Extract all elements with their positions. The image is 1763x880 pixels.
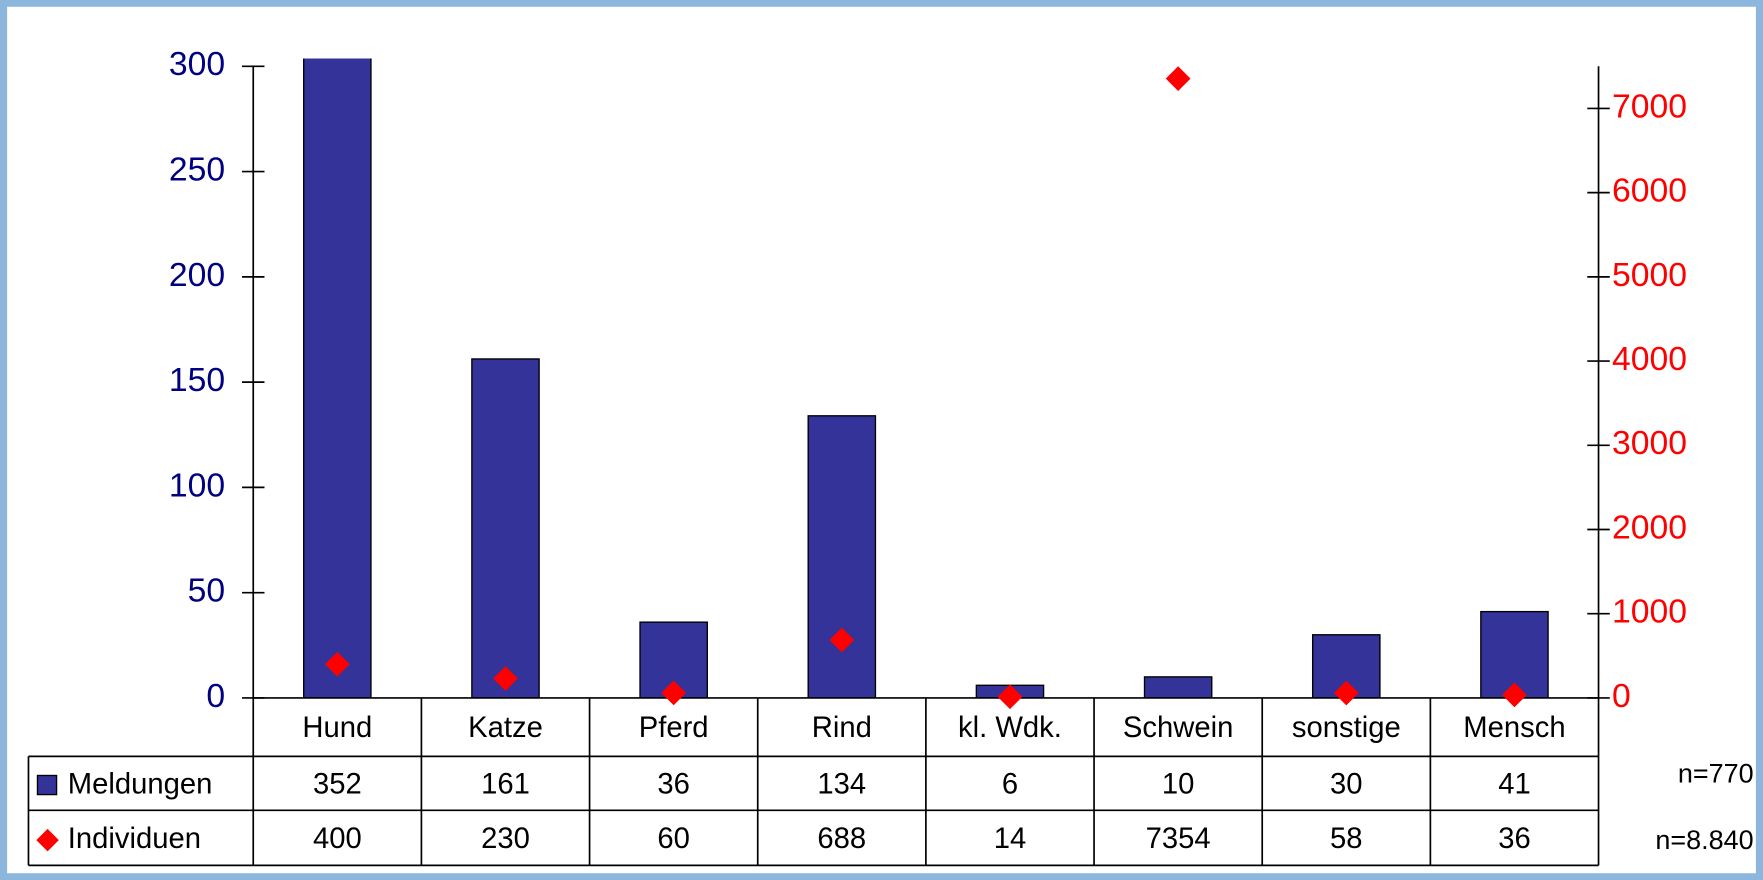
y-tick-label: 50 (188, 572, 226, 610)
table-cell: 10 (1162, 768, 1195, 800)
table-cell: 36 (657, 768, 690, 800)
table-cell: 230 (481, 823, 530, 855)
table-cell: 41 (1498, 768, 1531, 800)
y2-tick-label: 0 (1612, 677, 1631, 715)
marker (1165, 66, 1191, 91)
y2-tick-label: 4000 (1612, 340, 1687, 378)
marker (1333, 680, 1359, 706)
chart-background (7, 6, 1756, 874)
marker (324, 651, 350, 677)
y2-tick-label: 3000 (1612, 424, 1687, 462)
annotation: n=8.840 (1655, 825, 1753, 855)
table-cell: 688 (817, 823, 866, 855)
table-cell: 134 (817, 768, 866, 800)
y2-tick-label: 2000 (1612, 508, 1687, 546)
category-label: Schwein (1123, 712, 1233, 744)
y2-tick-label: 1000 (1612, 593, 1687, 631)
y-tick-label: 100 (169, 466, 225, 504)
category-label: sonstige (1292, 712, 1401, 744)
table-cell: 6 (1002, 768, 1018, 800)
table-cell: 60 (657, 823, 690, 855)
plot-area (303, 58, 1549, 698)
marker (997, 684, 1023, 710)
marker (1502, 682, 1527, 708)
bar (807, 415, 877, 698)
table-cell: 30 (1330, 768, 1363, 800)
legend-key (36, 828, 59, 852)
y-tick-label: 0 (206, 677, 225, 715)
table-cell: 161 (481, 768, 530, 800)
table-cell: 14 (994, 823, 1027, 855)
table-cell: 36 (1498, 823, 1531, 855)
category-label: Hund (302, 712, 372, 744)
y-tick-label: 250 (169, 150, 225, 188)
category-label: Katze (468, 712, 543, 744)
y2-tick-label: 6000 (1612, 172, 1687, 210)
table-cell: 352 (313, 768, 362, 800)
y-tick-label: 200 (169, 256, 225, 294)
category-label: Rind (812, 712, 872, 744)
legend-key (36, 774, 58, 796)
legend-label: Individuen (68, 823, 201, 855)
category-label: Mensch (1463, 712, 1565, 744)
category-label: Pferd (639, 712, 709, 744)
category-label: kl. Wdk. (958, 712, 1062, 744)
y-tick-label: 300 (169, 45, 225, 83)
bar (303, 58, 372, 698)
bar (471, 358, 540, 698)
table-cell: 400 (313, 823, 362, 855)
table-cell: 58 (1330, 823, 1363, 855)
table-cell: 7354 (1146, 823, 1211, 855)
y2-tick-label: 7000 (1612, 87, 1687, 125)
y2-tick-label: 5000 (1612, 256, 1687, 294)
bar (1143, 676, 1213, 698)
annotation: n=770 (1678, 759, 1754, 789)
y-tick-label: 150 (169, 361, 225, 399)
legend-label: Meldungen (68, 768, 213, 800)
